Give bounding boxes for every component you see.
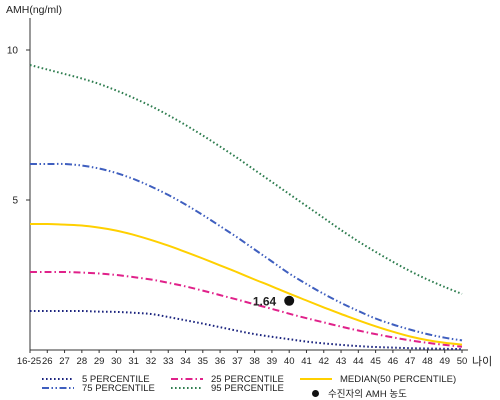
x-tick-label: 48 xyxy=(422,356,433,367)
x-tick-label: 32 xyxy=(146,356,157,367)
series-line-median-50-percentile xyxy=(29,222,463,346)
y-axis-label: AMH(ng/ml) xyxy=(6,4,62,16)
x-tick-label: 26 xyxy=(42,356,53,367)
x-tick-label: 37 xyxy=(232,356,243,367)
series-line-5-percentile xyxy=(30,309,463,351)
y-tick-label: 10 xyxy=(7,46,19,57)
axes: 10 5 16-25 26 27 28 29 30 31 32 33 34 35 36 37 38 39 40 41… xyxy=(7,18,468,367)
x-tick-label: 49 xyxy=(439,356,450,367)
x-tick-label: 30 xyxy=(111,356,122,367)
x-tick-label: 28 xyxy=(77,356,88,367)
x-tick-label: 44 xyxy=(353,356,364,367)
x-tick-label: 46 xyxy=(388,356,399,367)
x-tick-label: 39 xyxy=(267,356,278,367)
axis-labels: AMH(ng/ml) 나이 xyxy=(6,4,492,368)
x-tick-label: 42 xyxy=(318,356,329,367)
series-line-95-percentile xyxy=(29,64,463,295)
patient-marker: 1.64 xyxy=(253,294,295,308)
patient-amh-value-label: 1.64 xyxy=(253,294,277,308)
x-tick-label: 29 xyxy=(94,356,105,367)
x-tick-label: 16-25 xyxy=(17,356,41,367)
x-tick-label: 35 xyxy=(198,356,209,367)
x-tick-label: 43 xyxy=(336,356,347,367)
x-tick-label: 33 xyxy=(163,356,174,367)
x-tick-label: 45 xyxy=(370,356,381,367)
x-axis-label: 나이 xyxy=(472,355,492,368)
series-line-75-percentile xyxy=(30,162,463,342)
x-tick-label: 34 xyxy=(180,356,191,367)
x-tick-label: 38 xyxy=(249,356,260,367)
series-lines xyxy=(29,64,463,351)
x-tick-label: 27 xyxy=(59,356,70,367)
x-tick-label: 31 xyxy=(128,356,139,367)
patient-amh-dot xyxy=(284,295,295,306)
y-tick-label: 5 xyxy=(12,196,18,207)
series-line-25-percentile xyxy=(30,270,463,348)
x-tick-label: 41 xyxy=(301,356,312,367)
x-tick-label: 36 xyxy=(215,356,226,367)
x-tick-label: 47 xyxy=(405,356,416,367)
x-tick-label: 40 xyxy=(284,356,295,367)
x-tick-label: 50 xyxy=(457,356,468,367)
